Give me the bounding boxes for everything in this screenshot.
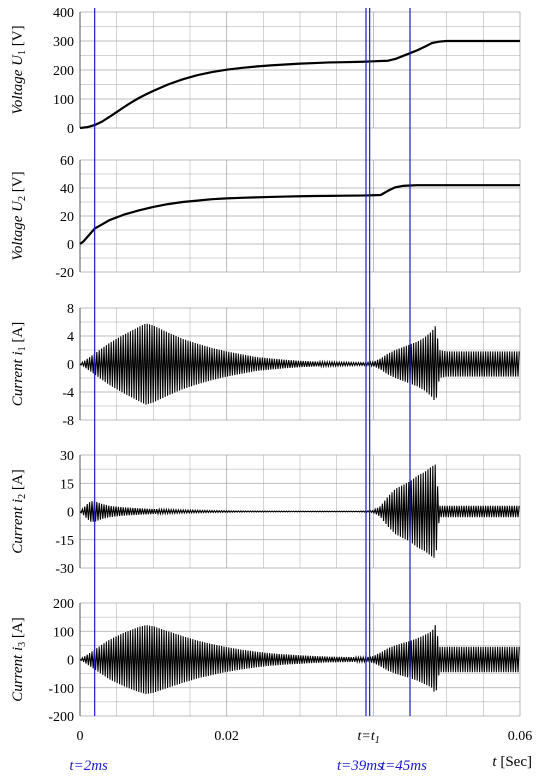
y-tick-label: 20 [60, 210, 74, 225]
marker-label: t=2ms [69, 758, 108, 774]
y-tick-label: -200 [48, 710, 74, 725]
series-waveform [79, 625, 520, 694]
y-tick-label: -15 [55, 534, 74, 549]
y-axis-label: Current i3 [A] [10, 617, 28, 701]
y-tick-label: 200 [53, 64, 74, 79]
y-tick-label: 200 [53, 597, 74, 612]
y-axis-label: Voltage U1 [V] [10, 25, 28, 114]
y-tick-label: -4 [62, 386, 74, 401]
t1-annotation: t=t1 [358, 729, 380, 746]
series-waveform [79, 464, 520, 558]
y-tick-label: 4 [67, 330, 74, 345]
series-waveform [79, 323, 520, 405]
y-tick-label: 0 [67, 358, 74, 373]
y-tick-label: 40 [60, 182, 74, 197]
y-tick-label: 0 [67, 654, 74, 669]
y-tick-label: -30 [55, 562, 74, 577]
panel-2: -20 0 20 40 60 Voltage U2 [V] [10, 154, 521, 281]
panel-3: -8 -4 0 4 8 Current i1 [A] [10, 302, 521, 429]
y-tick-label: 300 [53, 35, 74, 50]
y-tick-label: 100 [53, 625, 74, 640]
y-tick-label: -8 [62, 414, 74, 429]
y-tick-label: -100 [48, 682, 74, 697]
y-tick-label: -20 [55, 266, 74, 281]
x-tick-label: 0.06 [508, 729, 533, 744]
y-tick-label: 400 [53, 6, 74, 21]
panel-4: -30 -15 0 15 30 Current i2 [A] [10, 449, 521, 577]
panel-1: 0 100 200 300 400 Voltage U1 [V] [10, 6, 521, 137]
y-tick-label: 0 [67, 122, 74, 137]
marker-label: t=39ms [337, 758, 383, 774]
y-axis-label: Current i2 [A] [10, 469, 28, 553]
series-line [79, 39, 520, 130]
y-tick-label: 15 [60, 477, 74, 492]
y-tick-label: 60 [60, 154, 74, 169]
x-tick-label: 0 [77, 729, 84, 744]
y-tick-label: 30 [60, 449, 74, 464]
x-axis-label: t [Sec] [492, 754, 532, 770]
y-tick-label: 100 [53, 93, 74, 108]
y-tick-label: 0 [67, 238, 74, 253]
y-tick-label: 8 [67, 302, 74, 317]
y-axis-label: Voltage U2 [V] [10, 171, 28, 260]
y-axis-label: Current i1 [A] [10, 322, 28, 406]
series-line [79, 184, 520, 245]
x-tick-label: 0.02 [214, 729, 239, 744]
panel-5: -200 -100 0 100 200 Current i3 [A] [10, 597, 521, 725]
y-tick-label: 0 [67, 506, 74, 521]
marker-label: t=45ms [381, 758, 427, 774]
